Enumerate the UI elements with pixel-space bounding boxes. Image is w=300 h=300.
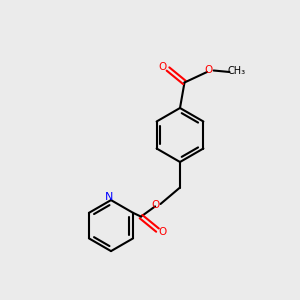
Text: O: O [158, 62, 167, 73]
Text: O: O [152, 200, 160, 210]
Text: N: N [105, 191, 114, 202]
Text: O: O [159, 226, 167, 237]
Text: CH₃: CH₃ [227, 66, 245, 76]
Text: O: O [204, 64, 213, 75]
